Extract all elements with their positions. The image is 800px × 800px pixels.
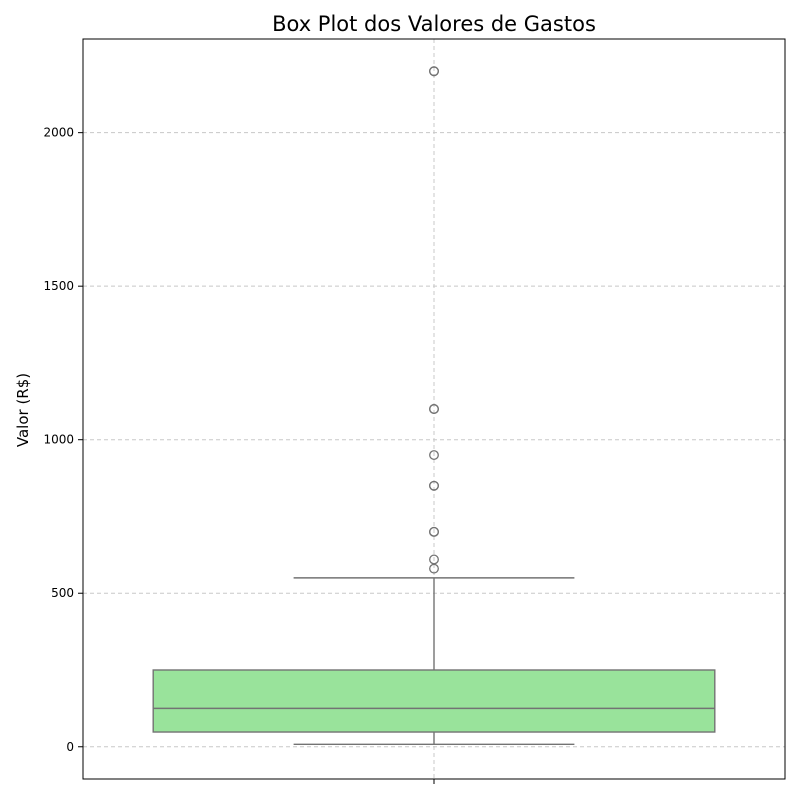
whisker-layer [293, 577, 575, 746]
outlier-point [429, 450, 439, 461]
outlier-point [429, 404, 439, 414]
outlier-point [429, 526, 439, 537]
y-tick-label: 500 [51, 586, 74, 600]
box-layer [152, 669, 716, 733]
outlier-layer [429, 66, 439, 574]
outlier-point [429, 554, 439, 565]
outlier-point [429, 480, 439, 491]
chart-title: Box Plot dos Valores de Gastos [272, 12, 596, 36]
y-tick-label: 0 [66, 740, 74, 754]
y-tick-label: 2000 [43, 126, 74, 140]
outlier-point [429, 66, 439, 77]
y-tick-label: 1000 [43, 433, 74, 447]
y-tick-label: 1500 [43, 279, 74, 293]
iqr-box [152, 669, 716, 733]
y-axis-label: Valor (R$) [14, 373, 32, 447]
axis-layer: 0 500 1000 1500 2000 [43, 38, 786, 784]
